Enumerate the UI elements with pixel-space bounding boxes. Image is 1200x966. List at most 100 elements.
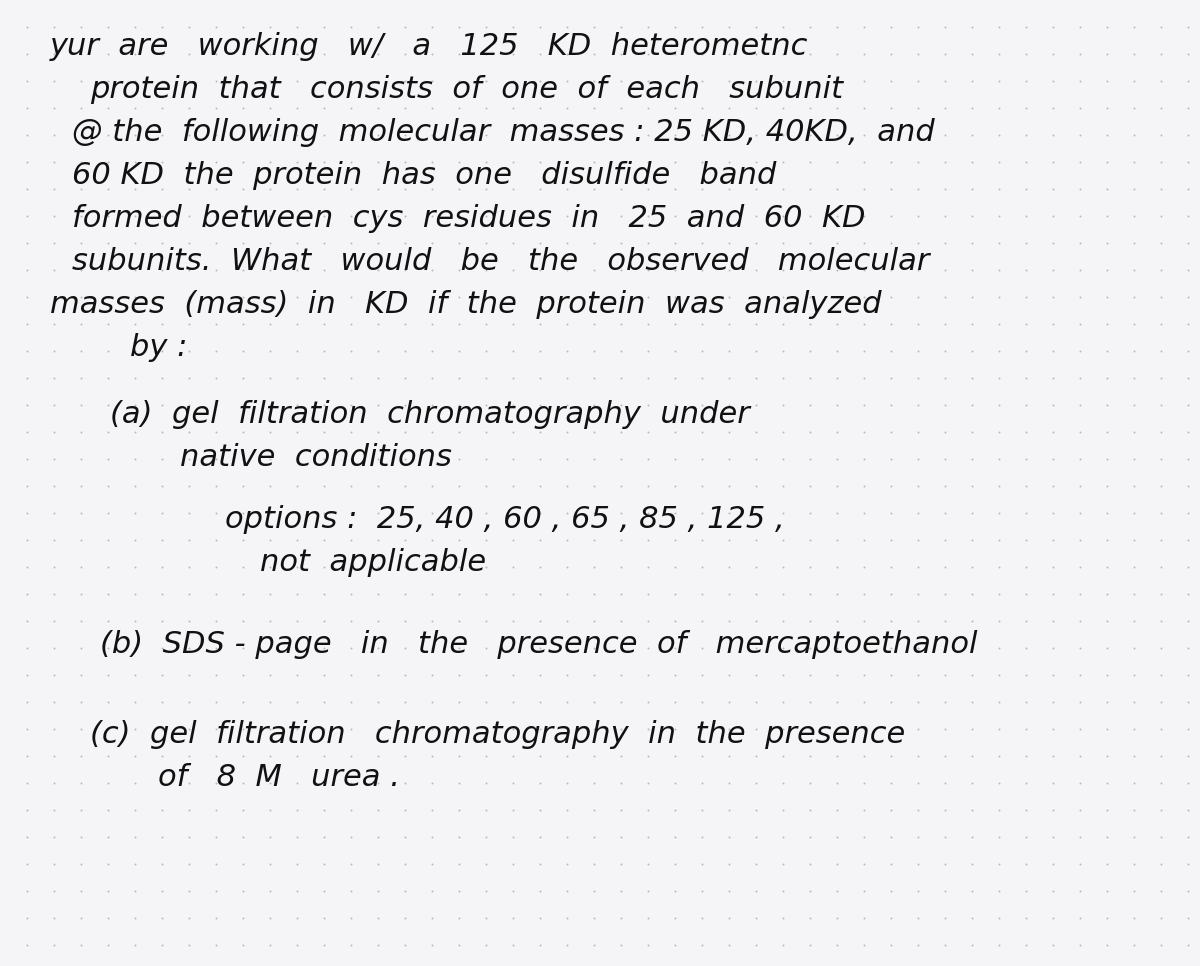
- Point: [206, 370, 226, 385]
- Point: [720, 128, 739, 143]
- Point: [936, 100, 955, 116]
- Point: [180, 586, 199, 602]
- Point: [44, 910, 64, 925]
- Point: [233, 829, 253, 844]
- Point: [180, 668, 199, 683]
- Point: [180, 856, 199, 871]
- Point: [314, 478, 334, 494]
- Point: [342, 100, 361, 116]
- Point: [584, 749, 604, 764]
- Point: [126, 73, 144, 89]
- Point: [1098, 182, 1117, 197]
- Point: [881, 451, 900, 467]
- Point: [1178, 370, 1198, 385]
- Point: [746, 668, 766, 683]
- Point: [288, 559, 307, 575]
- Point: [774, 316, 793, 331]
- Point: [1124, 505, 1144, 521]
- Point: [1098, 424, 1117, 440]
- Point: [881, 937, 900, 952]
- Point: [396, 478, 415, 494]
- Point: [557, 613, 577, 629]
- Point: [260, 397, 280, 412]
- Point: [584, 532, 604, 548]
- Point: [854, 370, 874, 385]
- Point: [368, 910, 388, 925]
- Point: [260, 883, 280, 898]
- Point: [1152, 722, 1171, 737]
- Point: [314, 316, 334, 331]
- Point: [720, 532, 739, 548]
- Point: [288, 451, 307, 467]
- Point: [396, 451, 415, 467]
- Point: [1044, 586, 1063, 602]
- Point: [989, 236, 1008, 251]
- Point: [1044, 424, 1063, 440]
- Point: [18, 668, 37, 683]
- Point: [530, 640, 550, 656]
- Point: [180, 559, 199, 575]
- Point: [936, 451, 955, 467]
- Point: [962, 803, 982, 818]
- Point: [774, 910, 793, 925]
- Point: [720, 451, 739, 467]
- Point: [962, 613, 982, 629]
- Point: [612, 289, 631, 304]
- Point: [1044, 397, 1063, 412]
- Point: [126, 343, 144, 358]
- Text: subunits.  What   would   be   the   observed   molecular: subunits. What would be the observed mol…: [72, 247, 929, 276]
- Point: [557, 749, 577, 764]
- Point: [936, 749, 955, 764]
- Point: [72, 532, 91, 548]
- Point: [936, 532, 955, 548]
- Point: [314, 749, 334, 764]
- Point: [1098, 776, 1117, 791]
- Point: [126, 100, 144, 116]
- Point: [1124, 695, 1144, 710]
- Point: [180, 316, 199, 331]
- Point: [800, 532, 820, 548]
- Point: [828, 803, 847, 818]
- Point: [1124, 749, 1144, 764]
- Point: [449, 397, 468, 412]
- Point: [1044, 451, 1063, 467]
- Point: [206, 343, 226, 358]
- Point: [206, 883, 226, 898]
- Point: [908, 856, 928, 871]
- Point: [936, 343, 955, 358]
- Point: [638, 424, 658, 440]
- Point: [260, 613, 280, 629]
- Point: [288, 505, 307, 521]
- Point: [881, 182, 900, 197]
- Point: [774, 695, 793, 710]
- Point: [449, 263, 468, 278]
- Point: [422, 397, 442, 412]
- Point: [206, 182, 226, 197]
- Point: [557, 209, 577, 224]
- Point: [908, 19, 928, 35]
- Point: [557, 316, 577, 331]
- Point: [1124, 155, 1144, 170]
- Point: [854, 263, 874, 278]
- Point: [18, 910, 37, 925]
- Point: [368, 586, 388, 602]
- Point: [288, 209, 307, 224]
- Point: [18, 128, 37, 143]
- Point: [746, 695, 766, 710]
- Point: [1016, 722, 1036, 737]
- Point: [881, 803, 900, 818]
- Point: [260, 586, 280, 602]
- Point: [476, 532, 496, 548]
- Point: [800, 19, 820, 35]
- Point: [422, 749, 442, 764]
- Point: [314, 856, 334, 871]
- Point: [72, 19, 91, 35]
- Point: [936, 640, 955, 656]
- Point: [774, 424, 793, 440]
- Point: [612, 397, 631, 412]
- Point: [612, 128, 631, 143]
- Point: [746, 478, 766, 494]
- Point: [98, 19, 118, 35]
- Point: [881, 263, 900, 278]
- Point: [1070, 613, 1090, 629]
